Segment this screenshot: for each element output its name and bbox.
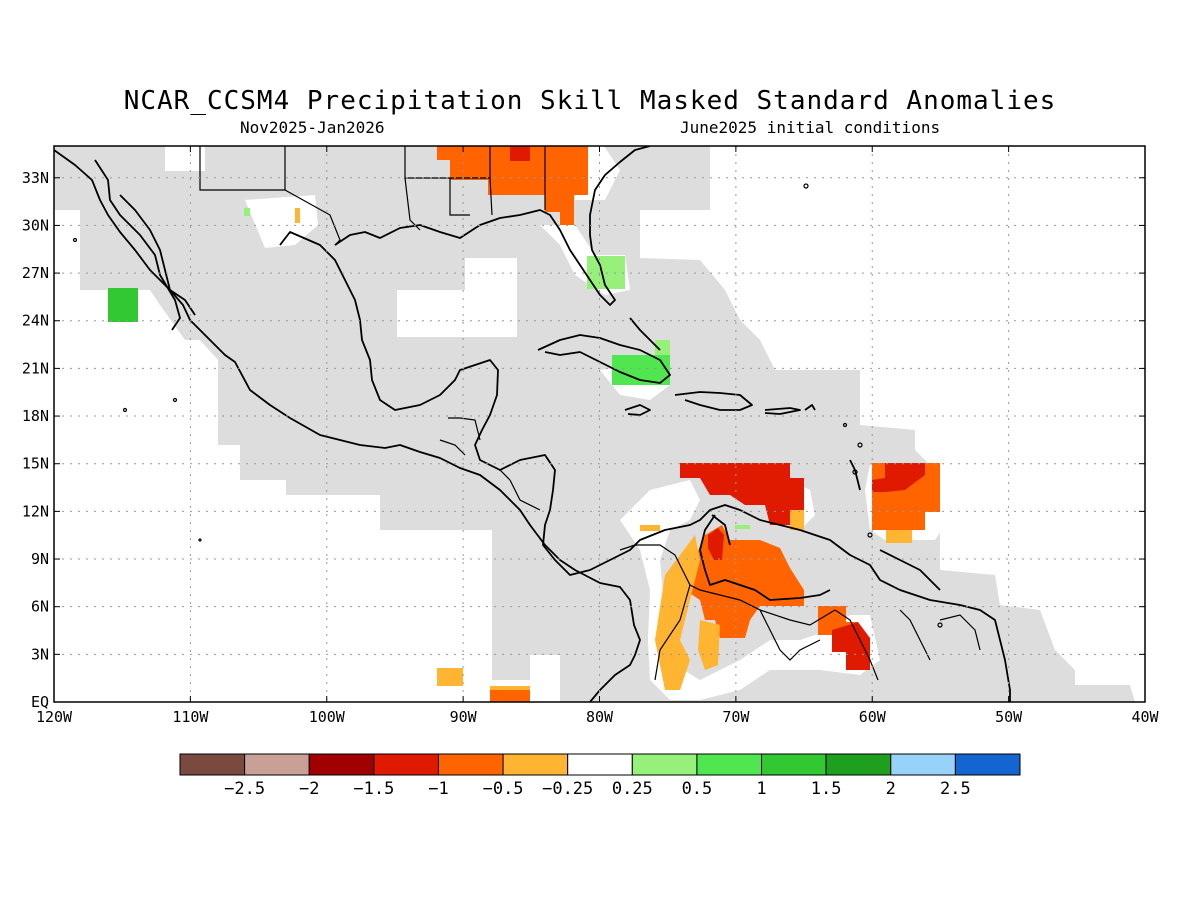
colorbar-swatch — [631, 753, 698, 776]
colorbar-swatch — [244, 753, 310, 776]
colorbar-label: −1.5 — [353, 779, 394, 799]
colorbar-label: 1.5 — [811, 779, 842, 799]
lon-label: 40W — [1131, 708, 1159, 726]
lat-label: 12N — [22, 502, 49, 520]
lon-label: 90W — [450, 708, 478, 726]
lat-label: 21N — [22, 359, 49, 377]
lat-label: 3N — [31, 645, 49, 663]
lat-label: EQ — [31, 693, 49, 711]
colorbar: −2.5 −2 −1.5 −1 −0.5 −0.25 0.25 0.5 1 1.5 2 2.5 — [179, 753, 1021, 799]
colorbar-label: −2 — [299, 779, 319, 799]
colorbar-label: −2.5 — [224, 779, 265, 799]
lat-label: 24N — [22, 312, 49, 330]
colorbar-swatch — [502, 753, 569, 776]
colorbar-label: 2 — [886, 779, 896, 799]
colorbar-swatch — [567, 753, 633, 776]
map-plot-area — [54, 146, 1145, 702]
positive-anomaly-shading — [108, 208, 750, 529]
coastlines — [54, 146, 1011, 702]
negative-anomaly-shading — [295, 146, 940, 702]
colorbar-label: 2.5 — [940, 779, 971, 799]
colorbar-swatch — [179, 753, 246, 776]
colorbar-label: 0.25 — [612, 779, 653, 799]
colorbar-label: −0.5 — [483, 779, 524, 799]
colorbar-swatch — [696, 753, 763, 776]
colorbar-swatch — [825, 753, 892, 776]
lon-label: 60W — [859, 708, 887, 726]
colorbar-swatch — [954, 753, 1021, 776]
lon-label: 100W — [309, 708, 346, 726]
colorbar-label: 1 — [756, 779, 766, 799]
colorbar-swatch — [890, 753, 956, 776]
colorbar-swatch — [308, 753, 375, 776]
lat-label: 27N — [22, 264, 49, 282]
lon-label: 120W — [36, 708, 73, 726]
lon-label: 110W — [172, 708, 209, 726]
gridlines — [54, 146, 1145, 702]
colorbar-swatch — [761, 753, 827, 776]
chart-title: NCAR_CCSM4 Precipitation Skill Masked St… — [123, 86, 1057, 116]
lon-label: 80W — [586, 708, 614, 726]
map-axes: EQ 3N 6N 9N 12N 15N 18N 21N 24N 27N 30N 33N 120W 110W… — [22, 146, 1160, 726]
lon-label: 70W — [722, 708, 750, 726]
islands — [72, 183, 943, 628]
colorbar-label: −1 — [428, 779, 448, 799]
colorbar-label: 0.5 — [682, 779, 713, 799]
colorbar-swatch — [373, 753, 439, 776]
colorbar-swatch — [437, 753, 504, 776]
lat-label: 30N — [22, 216, 49, 234]
lon-label: 50W — [995, 708, 1023, 726]
forecast-period: Nov2025-Jan2026 — [240, 118, 385, 137]
initial-conditions: June2025 initial conditions — [680, 118, 941, 137]
lat-label: 33N — [22, 169, 49, 187]
country-borders — [199, 146, 981, 681]
lat-label: 6N — [31, 598, 49, 616]
colorbar-label: −0.25 — [542, 779, 593, 799]
lat-label: 15N — [22, 455, 49, 473]
lat-label: 18N — [22, 407, 49, 425]
lat-label: 9N — [31, 550, 49, 568]
